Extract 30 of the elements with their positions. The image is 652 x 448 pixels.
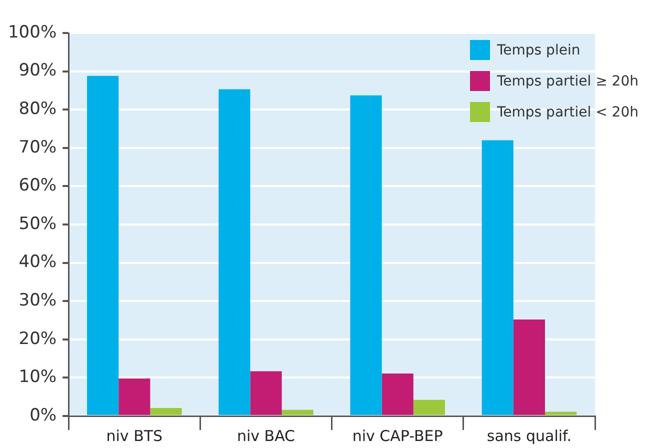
x-tick-label: niv BAC: [236, 426, 296, 445]
y-tick-label: 40%: [18, 252, 57, 272]
y-tick-label: 90%: [18, 60, 57, 81]
bar: [544, 412, 577, 415]
legend-label: Temps plein: [496, 42, 580, 59]
bar: [150, 408, 182, 415]
legend-label: Temps partiel < 20h: [496, 104, 638, 121]
bar: [250, 371, 282, 415]
y-tick-label: 0%: [30, 405, 57, 426]
y-tick-label: 60%: [18, 176, 57, 196]
bar: [482, 140, 514, 415]
y-tick-label: 30%: [18, 290, 57, 311]
y-tick-label: 20%: [18, 328, 57, 349]
bar: [282, 410, 314, 415]
y-tick-label: 10%: [18, 367, 57, 388]
bar: [87, 76, 119, 415]
legend-label: Temps partiel ≥ 20h: [496, 74, 638, 90]
x-tick-label: niv CAP-BEP: [352, 426, 443, 445]
y-tick-label: 50%: [18, 214, 57, 234]
bar: [513, 319, 545, 415]
bar: [218, 89, 250, 415]
bar: [350, 95, 382, 415]
y-tick-label: 100%: [8, 22, 57, 42]
x-tick-label: sans qualif.: [486, 426, 572, 445]
bar: [118, 378, 150, 415]
y-tick-label: 70%: [18, 137, 57, 158]
y-tick-label: 80%: [18, 99, 57, 120]
x-tick-label: niv BTS: [106, 426, 163, 445]
bar: [413, 400, 445, 415]
bar: [382, 373, 414, 415]
